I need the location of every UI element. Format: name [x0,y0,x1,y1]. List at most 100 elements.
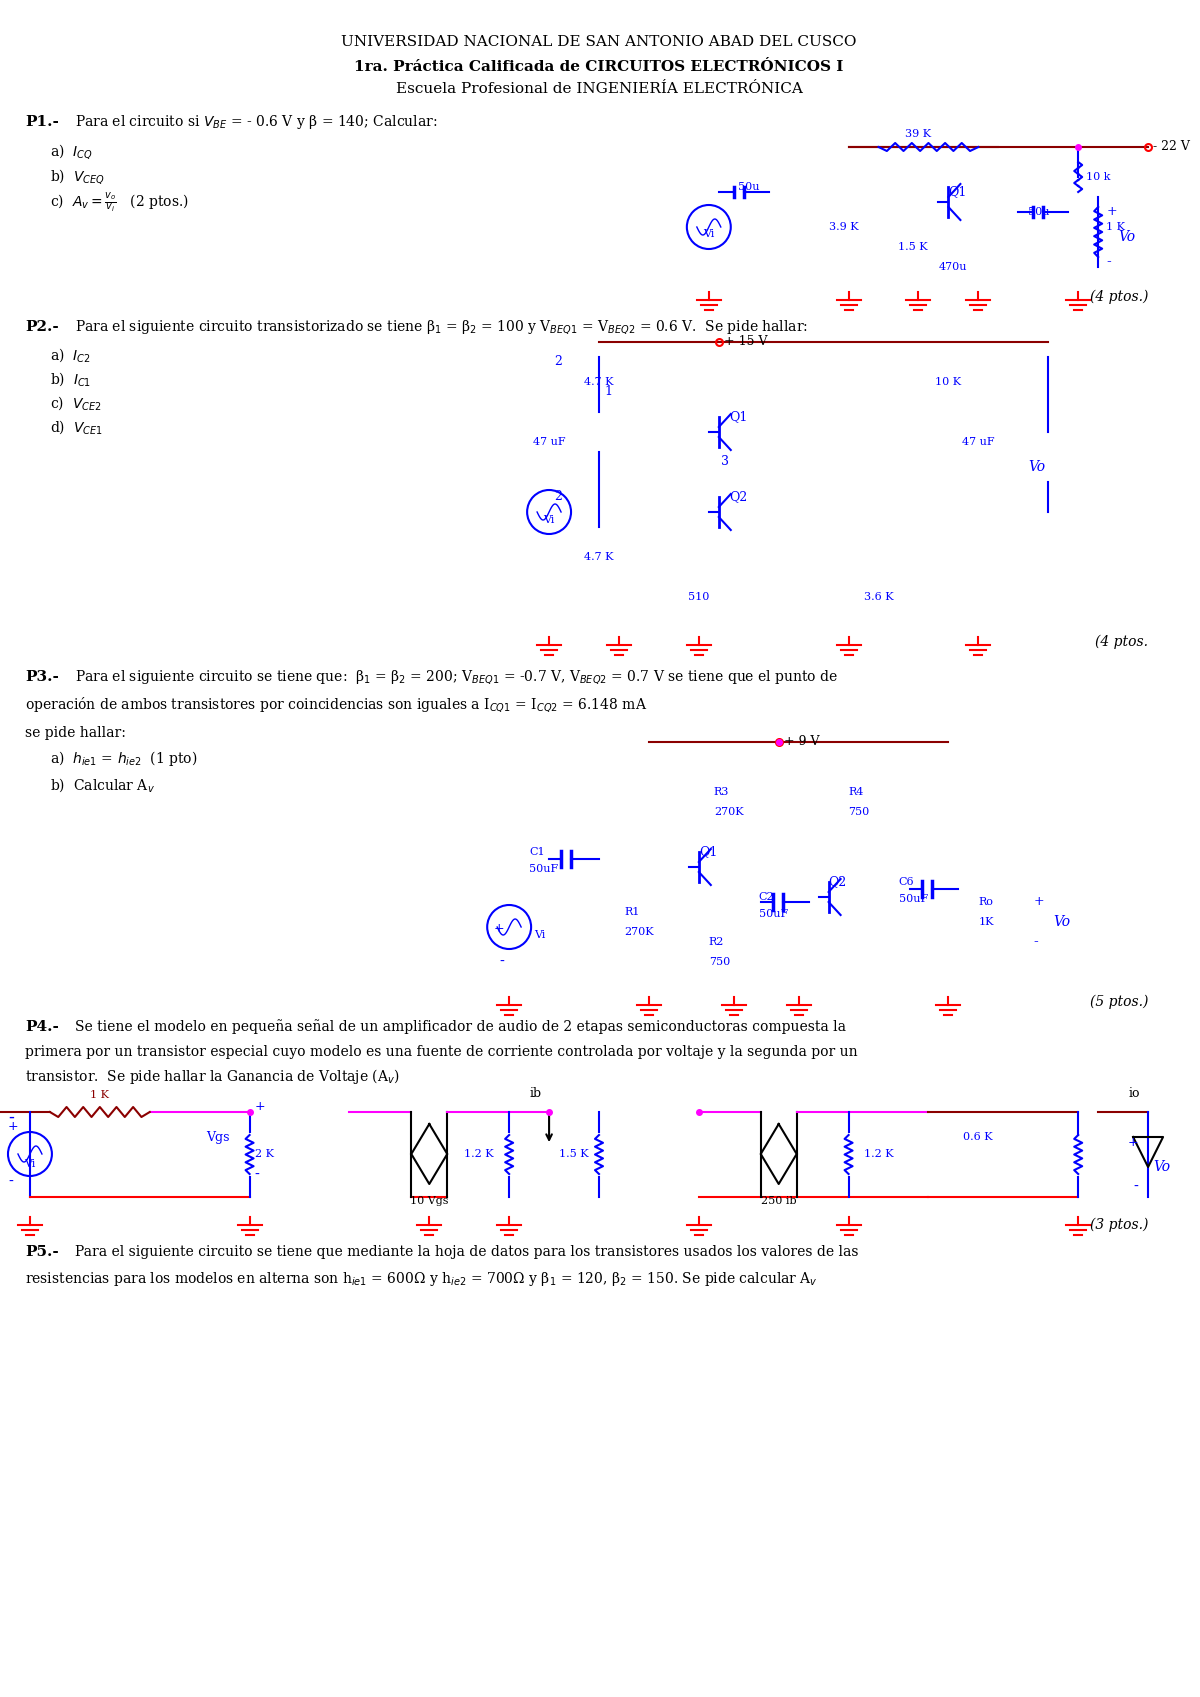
Text: c)  $V_{CE2}$: c) $V_{CE2}$ [50,394,102,412]
Text: Q1: Q1 [728,411,748,424]
Text: C2: C2 [758,893,774,903]
Text: 50u: 50u [1028,207,1050,217]
Text: R2: R2 [709,937,724,947]
Text: Para el siguiente circuito se tiene que mediante la hoja de datos para los trans: Para el siguiente circuito se tiene que … [74,1246,858,1259]
Text: +: + [1128,1135,1138,1149]
Text: transistor.  Se pide hallar la Ganancia de Voltaje (A$_v$): transistor. Se pide hallar la Ganancia d… [25,1067,400,1086]
Text: io: io [1128,1088,1140,1100]
Text: 470u: 470u [938,261,967,272]
Text: primera por un transistor especial cuyo modelo es una fuente de corriente contro: primera por un transistor especial cuyo … [25,1045,858,1059]
Text: R1: R1 [624,906,640,916]
Text: 1 K: 1 K [90,1089,109,1100]
Text: ib: ib [529,1088,541,1100]
Text: -: - [1133,1179,1138,1195]
Text: 270K: 270K [714,808,744,816]
Text: b)  Calcular A$_v$: b) Calcular A$_v$ [50,776,155,794]
Text: 750: 750 [848,808,870,816]
Text: Vi: Vi [544,514,554,524]
Text: Para el siguiente circuito se tiene que:  β$_1$ = β$_2$ = 200; V$_{BEQ1}$ = -0.7: Para el siguiente circuito se tiene que:… [74,669,838,686]
Text: - 22 V: - 22 V [1153,141,1190,153]
Text: 10 Vgs: 10 Vgs [410,1196,449,1207]
Text: 10 K: 10 K [935,377,961,387]
Text: Para el circuito si $V_{BE}$ = - 0.6 V y β = 140; Calcular:: Para el circuito si $V_{BE}$ = - 0.6 V y… [74,114,437,131]
Text: 2 K: 2 K [254,1149,274,1159]
Text: C1: C1 [529,847,545,857]
Text: Ro: Ro [978,898,994,906]
Text: R4: R4 [848,787,864,798]
Text: operación de ambos transistores por coincidencias son iguales a I$_{CQ1}$ = I$_{: operación de ambos transistores por coin… [25,696,647,714]
Text: P4.-: P4.- [25,1020,59,1033]
Text: Se tiene el modelo en pequeña señal de un amplificador de audio de 2 etapas semi: Se tiene el modelo en pequeña señal de u… [74,1020,846,1035]
Text: Para el siguiente circuito transistorizado se tiene β$_1$ = β$_2$ = 100 y V$_{BE: Para el siguiente circuito transistoriza… [74,317,808,336]
Text: + 15 V: + 15 V [724,336,767,348]
Text: Vgs: Vgs [206,1130,229,1144]
Text: Vi: Vi [703,229,714,239]
Text: a)  $I_{CQ}$: a) $I_{CQ}$ [50,143,92,161]
Text: +: + [1033,896,1044,908]
Text: 3.6 K: 3.6 K [864,592,893,602]
Text: resistencias para los modelos en alterna son h$_{ie1}$ = 600Ω y h$_{ie2}$ = 700Ω: resistencias para los modelos en alterna… [25,1269,818,1288]
Text: d)  $V_{CE1}$: d) $V_{CE1}$ [50,417,103,436]
Text: 510: 510 [688,592,709,602]
Text: Escuela Profesional de INGENIERÍA ELECTRÓNICA: Escuela Profesional de INGENIERÍA ELECTR… [396,81,803,97]
Text: b)  $I_{C1}$: b) $I_{C1}$ [50,370,91,389]
Text: -: - [8,1174,13,1190]
Text: P2.-: P2.- [25,321,59,334]
Text: Q1: Q1 [948,185,967,199]
Text: Q1: Q1 [698,845,718,859]
Text: Q2: Q2 [829,876,847,889]
Text: Vo: Vo [1028,460,1045,473]
Text: 1ra. Práctica Calificada de CIRCUITOS ELECTRÓNICOS I: 1ra. Práctica Calificada de CIRCUITOS EL… [354,59,844,75]
Text: +: + [254,1100,265,1113]
Text: + 9 V: + 9 V [784,735,820,748]
Text: 1K: 1K [978,916,994,927]
Text: 47 uF: 47 uF [533,438,565,446]
Text: 47 uF: 47 uF [962,438,995,446]
Text: 1 K: 1 K [1106,222,1126,232]
Text: c)  $A_v = \frac{v_o}{v_i}$   (2 ptos.): c) $A_v = \frac{v_o}{v_i}$ (2 ptos.) [50,190,188,214]
Text: P1.-: P1.- [25,115,59,129]
Text: R3: R3 [714,787,730,798]
Text: +: + [1106,205,1117,219]
Text: (4 ptos.): (4 ptos.) [1090,290,1148,304]
Text: se pide hallar:: se pide hallar: [25,726,126,740]
Text: a)  $h_{ie1}$ = $h_{ie2}$  (1 pto): a) $h_{ie1}$ = $h_{ie2}$ (1 pto) [50,750,198,769]
Text: 50uF: 50uF [758,910,788,920]
Text: -: - [8,1108,14,1127]
Text: Vo: Vo [1118,231,1135,244]
Text: 750: 750 [709,957,730,967]
Text: -: - [499,955,504,969]
Text: 250 ib: 250 ib [761,1196,797,1207]
Text: b)  $V_{CEQ}$: b) $V_{CEQ}$ [50,168,104,187]
Text: 1: 1 [604,385,612,399]
Text: +: + [8,1120,19,1134]
Text: (4 ptos.: (4 ptos. [1096,635,1148,650]
Text: 2: 2 [554,355,562,368]
Text: Vi: Vi [24,1159,36,1169]
Text: 3: 3 [721,455,728,468]
Text: 4.7 K: 4.7 K [584,377,613,387]
Text: 50uF: 50uF [529,864,558,874]
Text: +: + [493,923,504,935]
Text: Q2: Q2 [728,490,748,504]
Text: 1.2 K: 1.2 K [864,1149,893,1159]
Text: 10 k: 10 k [1086,171,1111,182]
Text: Vo: Vo [1153,1161,1170,1174]
Text: 0.6 K: 0.6 K [964,1132,994,1142]
Text: 1.2 K: 1.2 K [464,1149,494,1159]
Text: P3.-: P3.- [25,670,59,684]
Text: 1.5 K: 1.5 K [899,243,928,251]
Text: (5 ptos.): (5 ptos.) [1090,994,1148,1010]
Text: (3 ptos.): (3 ptos.) [1090,1218,1148,1232]
Text: -: - [1033,935,1038,949]
Text: 3.9 K: 3.9 K [829,222,858,232]
Text: UNIVERSIDAD NACIONAL DE SAN ANTONIO ABAD DEL CUSCO: UNIVERSIDAD NACIONAL DE SAN ANTONIO ABAD… [341,36,857,49]
Text: 1.5 K: 1.5 K [559,1149,589,1159]
Text: -: - [1106,255,1111,270]
Text: 39 K: 39 K [906,129,931,139]
Text: Vo: Vo [1054,915,1070,928]
Text: 270K: 270K [624,927,654,937]
Text: 50uF: 50uF [899,894,928,905]
Text: C6: C6 [899,877,914,888]
Text: 50u: 50u [738,182,760,192]
